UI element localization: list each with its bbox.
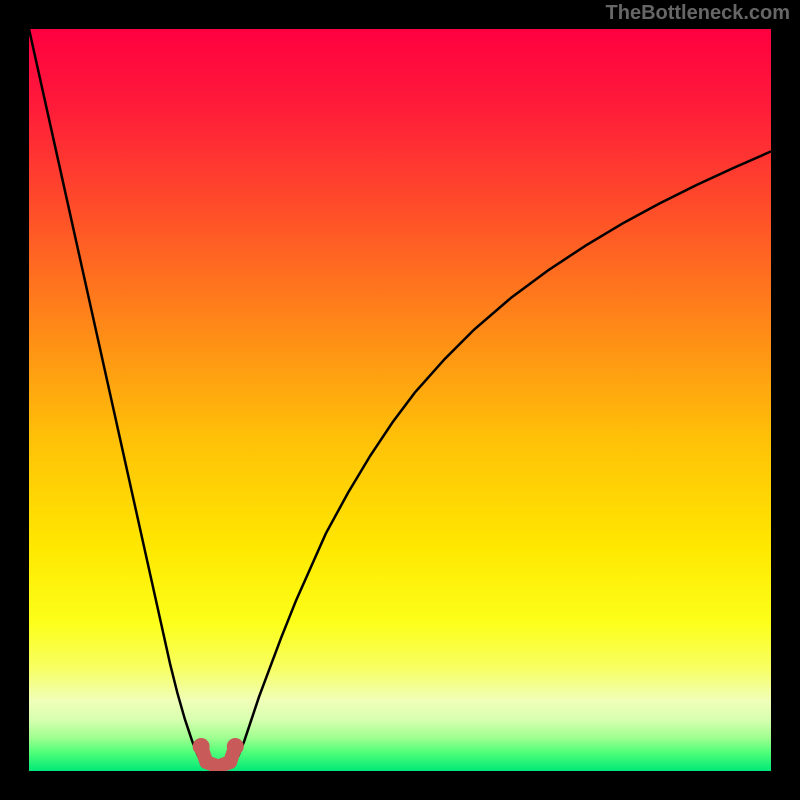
curves-layer	[29, 29, 771, 771]
optimal-marker-dot	[193, 738, 210, 755]
bottleneck-curve-left	[29, 29, 203, 764]
optimal-marker	[193, 738, 244, 767]
attribution-text: TheBottleneck.com	[606, 2, 790, 25]
plot-area	[29, 29, 771, 771]
bottleneck-curve-right	[233, 151, 771, 763]
optimal-marker-dot	[227, 738, 244, 755]
